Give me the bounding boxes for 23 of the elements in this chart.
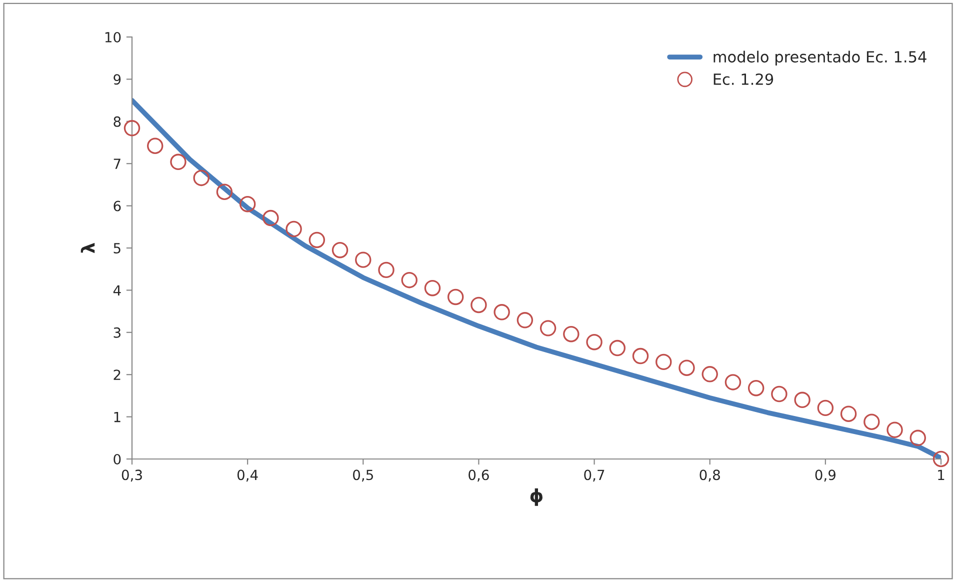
- y-tick-label: 1: [114, 412, 120, 422]
- y-tick-label: 10: [105, 32, 121, 42]
- legend-label: modelo presentado Ec. 1.54: [714, 50, 926, 66]
- x-tick-label: 0,9: [815, 470, 836, 482]
- x-tick-label: 0,7: [584, 470, 604, 482]
- y-tick-label: 2: [114, 370, 120, 380]
- y-tick-label: 4: [113, 285, 121, 296]
- x-axis-title: ϕ: [530, 488, 542, 506]
- x-tick-label: 0,4: [237, 470, 258, 482]
- y-tick-label: 6: [114, 200, 121, 212]
- x-tick-label: 0,6: [468, 470, 489, 482]
- x-tick-label: 1: [938, 470, 944, 480]
- x-tick-label: 0,8: [700, 470, 720, 482]
- y-tick-label: 0: [114, 454, 121, 464]
- y-tick-label: 9: [114, 74, 121, 85]
- legend-label: Ec. 1.29: [714, 73, 774, 85]
- x-tick-label: 0,5: [353, 470, 373, 482]
- y-tick-label: 3: [114, 327, 120, 338]
- y-tick-label: 8: [114, 116, 121, 127]
- y-axis-title: λ: [80, 242, 95, 254]
- y-tick-label: 7: [114, 158, 120, 169]
- x-tick-label: 0,3: [122, 470, 142, 482]
- y-tick-label: 5: [114, 243, 120, 254]
